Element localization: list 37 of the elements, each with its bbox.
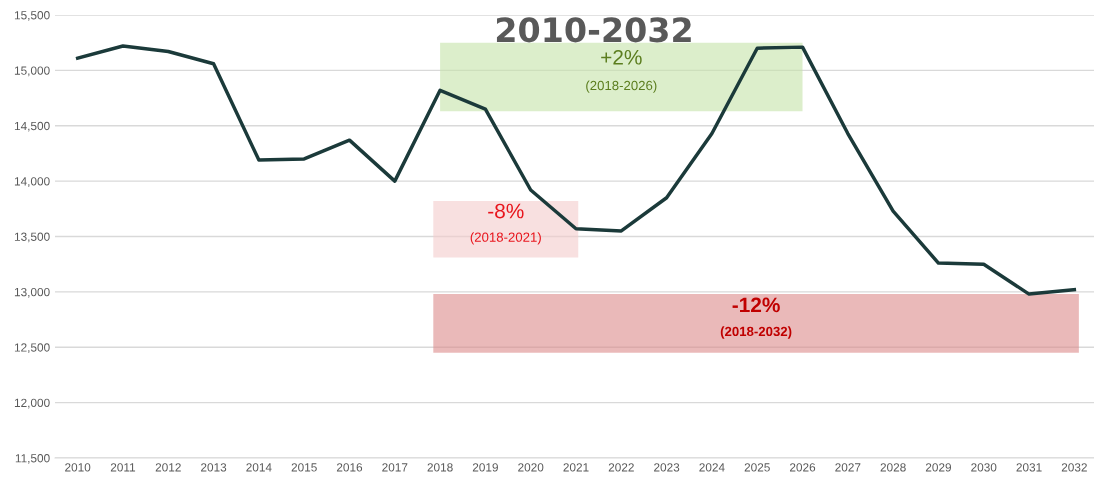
x-tick-label: 2020 [518, 463, 544, 472]
band-label: +2% (2018-2026) [586, 49, 657, 93]
x-tick-label: 2023 [654, 463, 680, 472]
line-series [75, 44, 1077, 296]
y-tick-label: 15,500 [14, 11, 50, 21]
y-tick-label: 14,000 [14, 177, 50, 187]
x-tick-label: 2010 [65, 463, 91, 472]
y-tick-label: 11,500 [15, 454, 50, 464]
y-tick-label: 13,000 [14, 287, 50, 298]
y-tick-label: 14,500 [14, 121, 50, 132]
x-tick-label: 2027 [835, 463, 861, 472]
x-tick-label: 2031 [1016, 463, 1042, 472]
x-tick-label: 2024 [699, 463, 725, 472]
chart-title: 2010-2032 [496, 17, 691, 43]
x-tick-label: 2028 [880, 463, 906, 472]
x-tick-label: 2019 [472, 463, 498, 472]
x-tick-label: 2029 [925, 463, 952, 472]
band-label: -8% (2018-2021) [470, 203, 541, 245]
y-tick-label: 15,000 [14, 66, 50, 77]
x-tick-label: 2013 [201, 463, 227, 472]
x-tick-label: 2022 [608, 463, 634, 472]
y-tick-label: 12,500 [14, 343, 50, 354]
x-tick-label: 2014 [246, 463, 272, 472]
x-tick-label: 2030 [971, 463, 997, 472]
x-tick-label: 2017 [382, 463, 408, 472]
band-label: -12% (2018-2032) [720, 297, 792, 339]
x-tick-label: 2011 [110, 463, 136, 472]
x-tick-label: 2021 [563, 463, 589, 472]
y-tick-label: 12,000 [14, 398, 50, 409]
x-tick-label: 2026 [789, 463, 816, 472]
x-tick-label: 2015 [291, 463, 317, 472]
x-tick-label: 2025 [744, 463, 770, 472]
x-tick-label: 2012 [155, 463, 181, 472]
x-tick-label: 2032 [1061, 463, 1087, 472]
x-tick-label: 2016 [336, 463, 363, 472]
x-tick-label: 2018 [427, 463, 453, 472]
y-tick-label: 13,500 [14, 232, 50, 243]
